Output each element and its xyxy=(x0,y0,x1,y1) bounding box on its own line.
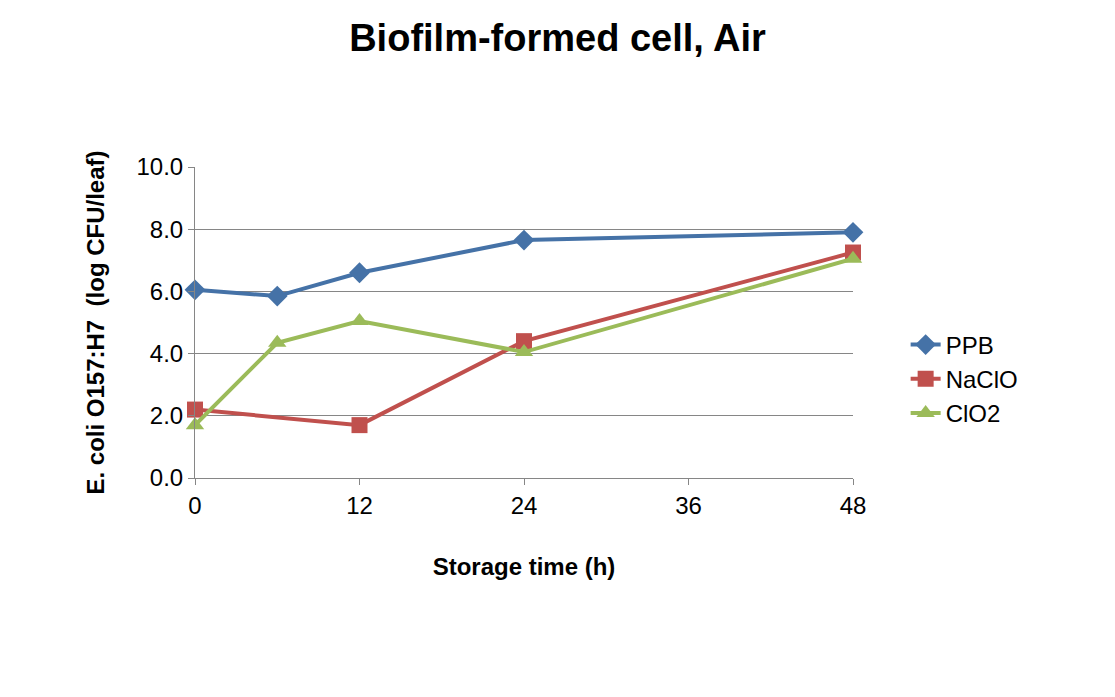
svg-text:36: 36 xyxy=(675,492,702,519)
svg-text:4.0: 4.0 xyxy=(150,340,183,367)
svg-text:2.0: 2.0 xyxy=(150,402,183,429)
svg-text:Biofilm-formed cell, Air: Biofilm-formed cell, Air xyxy=(349,17,766,59)
svg-text:48: 48 xyxy=(840,492,867,519)
svg-text:24: 24 xyxy=(511,492,538,519)
svg-text:0: 0 xyxy=(188,492,201,519)
svg-text:PPB: PPB xyxy=(946,332,994,359)
svg-text:Storage time (h): Storage time (h) xyxy=(433,553,616,580)
svg-text:ClO2: ClO2 xyxy=(946,400,1001,427)
svg-text:E. coli O157:H7 (log CFU/leaf: E. coli O157:H7 (log CFU/leaf) xyxy=(82,150,109,494)
svg-text:12: 12 xyxy=(346,492,373,519)
svg-text:NaClO: NaClO xyxy=(946,366,1018,393)
svg-text:6.0: 6.0 xyxy=(150,278,183,305)
svg-text:0.0: 0.0 xyxy=(150,464,183,491)
svg-text:8.0: 8.0 xyxy=(150,216,183,243)
svg-text:10.0: 10.0 xyxy=(136,153,183,180)
